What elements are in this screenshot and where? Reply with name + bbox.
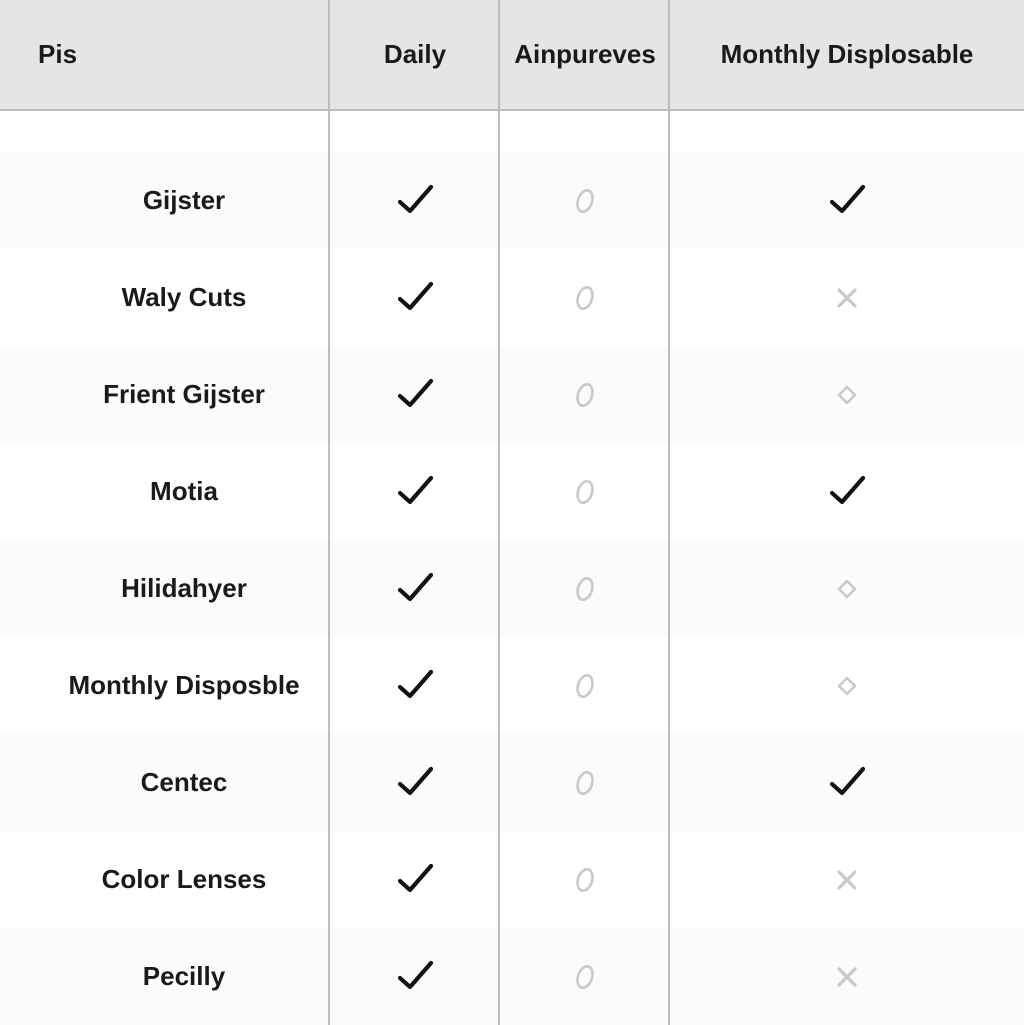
oval-icon (563, 761, 607, 805)
cell-daily (330, 540, 500, 637)
table-spacer-row (0, 110, 1024, 152)
table-header-row: Pis Daily Ainpureves Monthly Displosable (0, 0, 1024, 110)
row-label: Hilidahyer (0, 540, 330, 637)
check-icon (825, 759, 869, 803)
cell-month (670, 152, 1024, 249)
row-label: Monthly Disposble (0, 637, 330, 734)
row-label: Centec (0, 734, 330, 831)
oval-icon (563, 179, 607, 223)
check-icon (393, 759, 437, 803)
cell-ain (500, 540, 670, 637)
check-icon (393, 274, 437, 318)
row-label: Frient Gijster (0, 346, 330, 443)
cell-ain (500, 734, 670, 831)
cell-ain (500, 249, 670, 346)
check-icon (393, 371, 437, 415)
cell-daily (330, 637, 500, 734)
column-header-daily: Daily (330, 0, 500, 110)
table-row: Centec (0, 734, 1024, 831)
cell-month (670, 831, 1024, 928)
cell-daily (330, 249, 500, 346)
cross-icon (825, 955, 869, 999)
check-icon (393, 662, 437, 706)
table-body: Gijster Waly Cuts Frient Gijster Motia H… (0, 110, 1024, 1025)
comparison-table: Pis Daily Ainpureves Monthly Displosable… (0, 0, 1024, 1025)
check-icon (393, 856, 437, 900)
row-label: Color Lenses (0, 831, 330, 928)
cell-month (670, 249, 1024, 346)
column-header-name: Pis (0, 0, 330, 110)
row-label: Gijster (0, 152, 330, 249)
table-row: Waly Cuts (0, 249, 1024, 346)
cell-month (670, 928, 1024, 1025)
cell-ain (500, 637, 670, 734)
cross-icon (825, 276, 869, 320)
cell-daily (330, 443, 500, 540)
column-header-monthly: Monthly Displosable (670, 0, 1024, 110)
check-icon (393, 565, 437, 609)
oval-icon (563, 373, 607, 417)
table-row: Monthly Disposble (0, 637, 1024, 734)
check-icon (825, 468, 869, 512)
table-row: Color Lenses (0, 831, 1024, 928)
oval-icon (563, 955, 607, 999)
row-label: Pecilly (0, 928, 330, 1025)
cell-ain (500, 928, 670, 1025)
table-row: Hilidahyer (0, 540, 1024, 637)
check-icon (393, 953, 437, 997)
cross-icon (825, 858, 869, 902)
cell-daily (330, 346, 500, 443)
cell-month (670, 443, 1024, 540)
table-row: Frient Gijster (0, 346, 1024, 443)
cell-daily (330, 831, 500, 928)
table-row: Pecilly (0, 928, 1024, 1025)
check-icon (393, 177, 437, 221)
cell-ain (500, 831, 670, 928)
column-header-ainpureves: Ainpureves (500, 0, 670, 110)
diamond-icon (825, 664, 869, 708)
row-label: Motia (0, 443, 330, 540)
row-label: Waly Cuts (0, 249, 330, 346)
cell-daily (330, 734, 500, 831)
oval-icon (563, 567, 607, 611)
cell-month (670, 540, 1024, 637)
cell-daily (330, 928, 500, 1025)
cell-month (670, 734, 1024, 831)
table-row: Gijster (0, 152, 1024, 249)
table-row: Motia (0, 443, 1024, 540)
cell-month (670, 346, 1024, 443)
oval-icon (563, 276, 607, 320)
cell-ain (500, 152, 670, 249)
cell-ain (500, 443, 670, 540)
oval-icon (563, 470, 607, 514)
cell-daily (330, 152, 500, 249)
cell-month (670, 637, 1024, 734)
check-icon (825, 177, 869, 221)
oval-icon (563, 664, 607, 708)
oval-icon (563, 858, 607, 902)
cell-ain (500, 346, 670, 443)
check-icon (393, 468, 437, 512)
diamond-icon (825, 373, 869, 417)
diamond-icon (825, 567, 869, 611)
